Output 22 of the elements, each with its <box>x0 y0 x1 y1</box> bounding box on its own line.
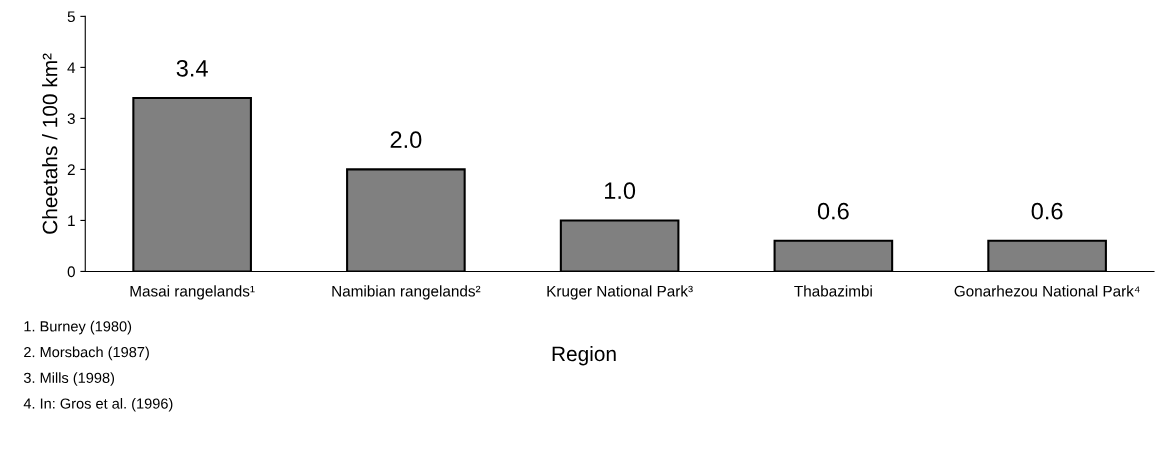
x-tick-label: Namibian rangelands² <box>332 285 481 300</box>
data-label: 1.0 <box>605 182 636 200</box>
text: 4. In: Gros et al. (1996) <box>23 398 173 412</box>
x-tick-label: Thabazimbi <box>794 285 872 297</box>
data-label: 2.0 <box>390 131 422 149</box>
data-label: 0.6 <box>817 202 849 220</box>
data-label: 0.6 <box>1031 202 1063 220</box>
text: 2. Morsbach (1987) <box>24 346 149 361</box>
y-axis-title: Cheetahs / 100 km² <box>42 53 58 234</box>
y-tick-label: 0 <box>67 266 75 278</box>
y-tick-label: 2 <box>67 164 75 175</box>
y-tick-label: 3 <box>67 113 75 125</box>
x-axis-title: Region <box>552 345 616 366</box>
y-tick-label: 1 <box>68 215 75 226</box>
y-tick-label: 5 <box>67 11 75 23</box>
x-tick-label: Masai rangelands¹ <box>130 285 255 300</box>
text: 1. Burney (1980) <box>24 320 132 335</box>
x-tick-label: Gonarhezou National Park⁴ <box>954 285 1140 297</box>
x-tick-label: Kruger National Park³ <box>547 285 693 300</box>
y-tick-label: 4 <box>67 62 76 73</box>
text: 3. Mills (1998) <box>23 372 115 386</box>
data-label: 3.4 <box>176 59 208 77</box>
